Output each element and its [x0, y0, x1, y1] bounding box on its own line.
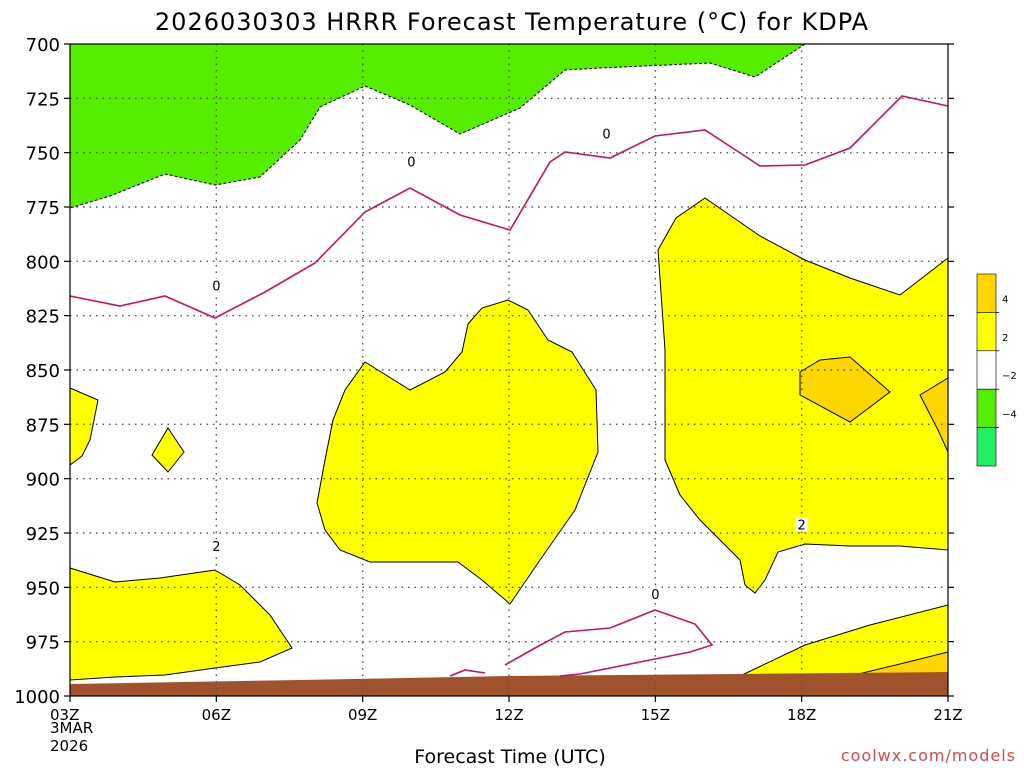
warm-region-mid — [316, 299, 599, 605]
contour-label: 2 — [212, 540, 220, 555]
x-tick-label: 06Z — [202, 706, 231, 724]
x-tick-label: 15Z — [641, 706, 670, 724]
contour-labels: 0 0 0 0 2 2 — [210, 126, 808, 603]
contour-label-bg — [405, 154, 418, 169]
y-tick-label: 900 — [26, 470, 60, 491]
colorbar-tick-label: −2 — [1002, 371, 1017, 382]
warm-region-left — [69, 387, 99, 466]
cold-region — [69, 43, 807, 209]
x-tick-label: 03Z — [50, 706, 79, 724]
y-tick-label: 775 — [26, 198, 60, 219]
x-start-year: 2026 — [50, 737, 88, 755]
x-start-day: 3MAR — [50, 719, 93, 737]
warmer-region-center — [799, 356, 891, 423]
y-tick-label: 875 — [26, 415, 60, 436]
contour-label-bg — [795, 517, 808, 532]
zero-isotherms — [69, 95, 949, 677]
colorbar-tick-label: 4 — [1002, 294, 1008, 305]
x-axis-label: Forecast Time (UTC) — [414, 746, 605, 768]
y-tick-label: 800 — [26, 252, 60, 273]
contour-label-bg — [210, 539, 223, 554]
x-tick-label: 18Z — [787, 706, 816, 724]
x-tick-label: 09Z — [348, 706, 377, 724]
temperature-fills — [69, 43, 949, 696]
x-tick-label: 21Z — [933, 706, 962, 724]
colorbar-swatch — [976, 312, 997, 352]
credit-text: coolwx.com/models — [841, 746, 1016, 765]
contour-label-bg — [649, 587, 662, 602]
contour-label-bg — [210, 278, 223, 293]
y-tick-label: 950 — [26, 578, 60, 599]
colorbar-swatch — [976, 273, 997, 313]
zero-isotherm-lower — [449, 609, 714, 677]
y-tick-label: 975 — [26, 633, 60, 654]
contour-label: 0 — [602, 127, 610, 142]
colorbar-tick-label: −4 — [1002, 410, 1017, 421]
y-axis: 700 725 750 775 800 825 850 875 900 925 950 975 1000 — [14, 35, 954, 708]
chart-title: 2026030303 HRRR Forecast Temperature (°C… — [155, 8, 869, 36]
warm-region-low-left — [69, 567, 293, 681]
contour-label-bg — [600, 126, 613, 141]
colorbar-swatch — [976, 350, 997, 390]
y-tick-label: 825 — [26, 307, 60, 328]
x-axis: 03Z 06Z 09Z 12Z 15Z 18Z 21Z — [50, 696, 963, 724]
y-tick-label: 750 — [26, 144, 60, 165]
y-tick-label: 725 — [26, 89, 60, 110]
grid-lines — [70, 44, 948, 696]
zero-isotherm-upper — [69, 95, 949, 319]
colorbar-tick-label: 2 — [1002, 333, 1008, 344]
warm-region-small — [151, 427, 185, 473]
colorbar: 4 2 −2 −4 — [976, 273, 1017, 467]
colorbar-swatch — [976, 388, 997, 428]
contour-label: 2 — [798, 518, 806, 533]
contour-label: 0 — [407, 156, 415, 171]
contour-label: 0 — [651, 588, 659, 603]
y-tick-label: 700 — [26, 35, 60, 56]
contour-label: 0 — [212, 279, 220, 294]
y-tick-label: 925 — [26, 524, 60, 545]
y-tick-label: 850 — [26, 361, 60, 382]
colorbar-swatch — [976, 427, 997, 467]
y-tick-label: 1000 — [14, 687, 60, 708]
ground-surface — [70, 672, 948, 696]
x-tick-label: 12Z — [494, 706, 523, 724]
